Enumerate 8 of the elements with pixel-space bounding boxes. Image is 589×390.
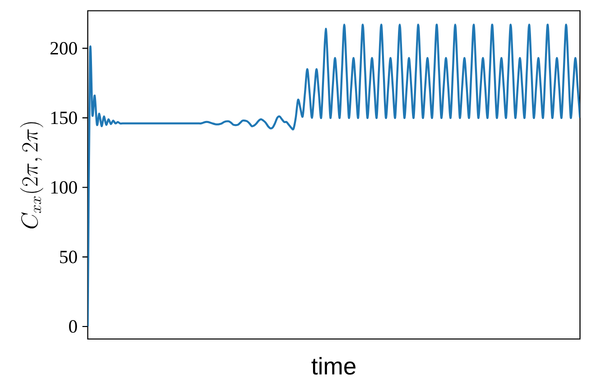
y-tick-label: 100	[51, 181, 77, 194]
y-axis-title: $C_{xx}(2\pi,2\pi)$	[20, 122, 44, 228]
y-tick-label: 150	[51, 112, 77, 124]
y-tick-label: 50	[60, 250, 77, 264]
y-tick-label: 0	[69, 320, 77, 333]
y-tick-label: 200	[50, 42, 77, 55]
x-axis-title: time	[312, 357, 356, 375]
line-series	[88, 24, 580, 328]
